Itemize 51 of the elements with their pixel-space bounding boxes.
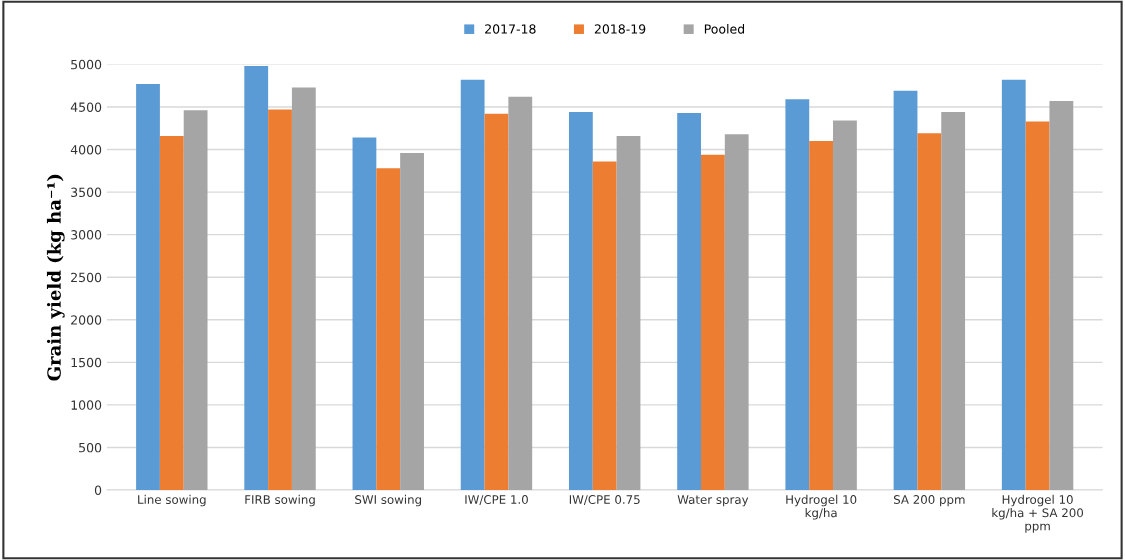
bar	[183, 110, 208, 490]
bar	[568, 112, 593, 490]
x-tick-label: IW/CPE 0.75	[569, 495, 640, 505]
y-axis-title: Grain yield (kg ha⁻¹)	[46, 174, 65, 381]
x-tick-label: Hydrogel 10 kg/ha	[786, 494, 857, 520]
legend-label: 2017-18	[485, 24, 536, 34]
bar	[941, 112, 966, 490]
x-tick-label: Hydrogel 10 kg/ha + SA 200 ppm	[992, 494, 1084, 533]
y-tick-label: 2500	[71, 272, 102, 283]
y-tick-label: 0	[94, 485, 102, 495]
y-tick-label: 500	[79, 442, 102, 453]
bar	[833, 120, 857, 490]
x-tick-label: Line sowing	[138, 494, 206, 507]
bar	[159, 135, 184, 490]
bar	[724, 134, 749, 490]
bar	[616, 135, 641, 490]
x-tick-label: FIRB sowing	[245, 494, 315, 507]
legend-label: 2018-19	[594, 24, 646, 34]
bar	[701, 154, 725, 490]
bar	[893, 90, 918, 490]
bar	[400, 152, 424, 490]
bar	[1025, 121, 1050, 490]
bar	[136, 83, 160, 490]
y-tick-label: 2000	[71, 315, 102, 325]
bar	[268, 109, 292, 490]
y-tick-label: 4500	[70, 102, 102, 112]
bar	[244, 66, 269, 490]
bar	[809, 141, 834, 490]
bar	[352, 137, 377, 490]
bar	[460, 79, 485, 490]
bar	[1049, 101, 1074, 490]
bar	[1001, 79, 1026, 490]
y-tick-label: 4000	[70, 144, 102, 155]
bar	[508, 96, 533, 490]
bar	[785, 99, 810, 490]
y-tick-label: 3500	[71, 187, 102, 198]
bar	[376, 168, 401, 490]
bar	[917, 133, 942, 490]
x-tick-label: IW/CPE 1.0	[465, 495, 528, 505]
x-tick-label: Water spray	[677, 495, 749, 507]
bar	[484, 113, 509, 490]
bar	[677, 112, 701, 490]
x-tick-label: SWI sowing	[355, 494, 422, 507]
x-tick-label: SA 200 ppm	[893, 495, 965, 507]
y-tick-label: 1500	[71, 357, 102, 368]
y-tick-label: 1000	[71, 400, 102, 410]
bar	[291, 87, 316, 490]
legend-label: Pooled	[704, 24, 745, 34]
bar	[592, 161, 617, 490]
y-tick-label: 5000	[71, 59, 102, 70]
y-tick-label: 3000	[71, 230, 102, 240]
